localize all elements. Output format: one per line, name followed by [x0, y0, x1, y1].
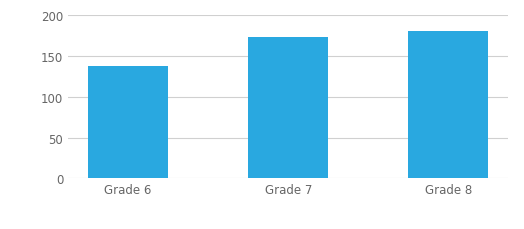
- Bar: [408, 31, 488, 179]
- Bar: [248, 38, 328, 179]
- Bar: [88, 66, 168, 179]
